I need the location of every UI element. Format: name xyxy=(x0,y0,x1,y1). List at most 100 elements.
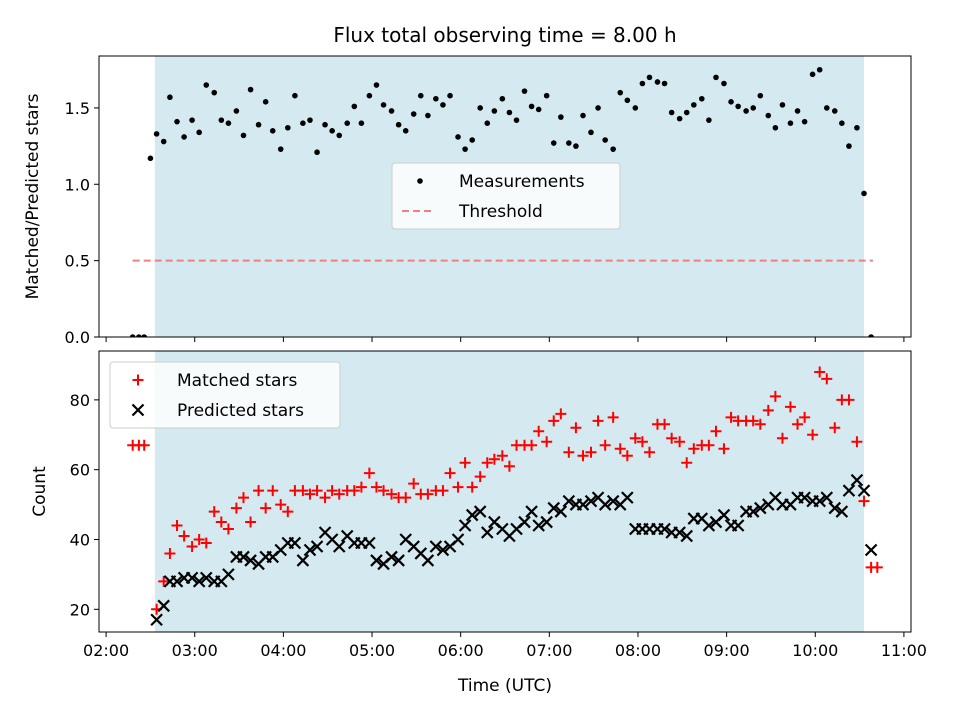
data-point xyxy=(554,505,568,518)
data-point xyxy=(831,108,838,114)
data-point xyxy=(610,146,616,152)
data-point xyxy=(459,457,471,469)
data-point xyxy=(355,481,367,493)
data-point xyxy=(668,109,675,116)
data-point xyxy=(728,99,734,105)
data-point xyxy=(725,411,737,423)
data-point xyxy=(462,146,468,152)
data-point xyxy=(402,128,409,134)
data-point xyxy=(174,118,180,125)
data-point xyxy=(433,95,439,102)
data-point xyxy=(385,550,398,564)
data-point xyxy=(541,436,553,448)
data-point xyxy=(488,453,500,465)
data-point xyxy=(208,506,220,518)
data-point xyxy=(526,439,538,451)
data-point xyxy=(247,86,254,93)
data-point xyxy=(203,82,210,88)
data-point xyxy=(138,439,150,451)
y-tick-label: 80 xyxy=(70,391,90,410)
data-point xyxy=(147,155,154,162)
data-point xyxy=(746,505,760,518)
data-point xyxy=(344,120,351,126)
data-point xyxy=(388,108,395,114)
data-point xyxy=(275,499,287,511)
data-point xyxy=(570,422,582,434)
data-point xyxy=(178,530,190,542)
data-point xyxy=(548,415,560,427)
data-point xyxy=(181,134,187,140)
data-point xyxy=(584,494,598,508)
data-point xyxy=(606,494,620,508)
data-point xyxy=(233,108,240,114)
data-point xyxy=(794,108,801,114)
data-point xyxy=(813,494,826,508)
data-point xyxy=(629,432,641,444)
data-point xyxy=(269,128,276,134)
data-point xyxy=(157,599,170,613)
data-point xyxy=(458,519,472,532)
data-point xyxy=(717,508,731,522)
data-point xyxy=(253,485,265,497)
data-point xyxy=(799,411,811,423)
data-point xyxy=(721,80,727,87)
data-point xyxy=(681,457,693,469)
data-point xyxy=(260,502,272,514)
data-point xyxy=(821,373,833,385)
y-tick-label: 0.0 xyxy=(65,328,90,347)
legend-marker-swatch xyxy=(131,403,145,417)
data-point xyxy=(787,120,794,126)
data-point xyxy=(437,485,449,497)
data-point xyxy=(192,575,206,588)
data-point xyxy=(598,498,612,511)
data-point xyxy=(843,394,855,406)
x-tick-label: 08:00 xyxy=(615,641,661,660)
top-panel-ratio: 0.0 0.5 1.0 1.5 Matched/Predicted stars Measu… xyxy=(23,55,912,347)
data-point xyxy=(503,460,515,472)
legend-label: Threshold xyxy=(458,202,543,222)
y-axis-label: Matched/Predicted stars xyxy=(23,93,43,299)
data-point xyxy=(823,105,830,111)
data-point xyxy=(370,554,383,567)
data-point xyxy=(363,536,376,550)
data-point xyxy=(762,404,774,416)
data-point xyxy=(267,485,279,497)
data-point xyxy=(481,457,493,469)
data-point xyxy=(632,105,639,111)
data-point xyxy=(373,82,380,88)
data-point xyxy=(311,485,323,497)
data-point xyxy=(136,334,142,337)
data-point xyxy=(850,473,864,487)
data-point xyxy=(466,481,478,493)
data-point xyxy=(525,505,538,518)
data-point xyxy=(595,105,601,111)
data-point xyxy=(765,112,772,119)
data-point xyxy=(639,80,646,87)
data-point xyxy=(230,502,242,514)
data-point xyxy=(440,102,446,108)
data-point xyxy=(255,121,262,128)
data-point xyxy=(577,450,589,462)
y-tick-label: 60 xyxy=(70,461,90,480)
data-point xyxy=(386,488,398,500)
data-point xyxy=(743,108,749,114)
data-point xyxy=(576,498,590,511)
data-point xyxy=(602,137,608,143)
x-tick-label: 07:00 xyxy=(526,641,572,660)
data-point xyxy=(332,540,346,553)
axes-frame xyxy=(98,350,912,633)
x-tick-label: 03:00 xyxy=(172,641,218,660)
data-point xyxy=(528,103,535,110)
data-point xyxy=(484,120,491,126)
data-point xyxy=(348,485,360,497)
data-point xyxy=(395,121,402,128)
data-point xyxy=(809,71,816,78)
data-point xyxy=(150,613,163,627)
data-point xyxy=(170,575,184,588)
bottom-panel-counts: 02:00 03:00 04:00 05:00 06:00 07:00 08:00 09:00… xyxy=(30,350,927,660)
data-point xyxy=(540,515,553,529)
x-tick-label: 04:00 xyxy=(260,641,306,660)
data-point xyxy=(769,390,781,402)
data-point xyxy=(676,115,683,122)
data-point xyxy=(691,102,697,108)
